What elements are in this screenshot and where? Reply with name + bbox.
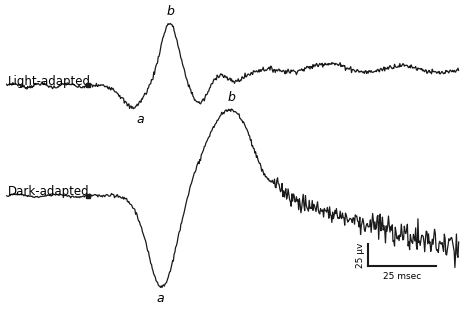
Text: Dark-adapted: Dark-adapted — [8, 185, 90, 198]
Text: Light-adapted: Light-adapted — [8, 75, 91, 88]
Text: b: b — [227, 91, 235, 104]
Text: 25 μv: 25 μv — [356, 242, 365, 267]
Text: a: a — [157, 292, 164, 305]
Text: a: a — [136, 113, 144, 126]
Text: 25 msec: 25 msec — [383, 272, 421, 281]
Text: b: b — [166, 6, 174, 18]
